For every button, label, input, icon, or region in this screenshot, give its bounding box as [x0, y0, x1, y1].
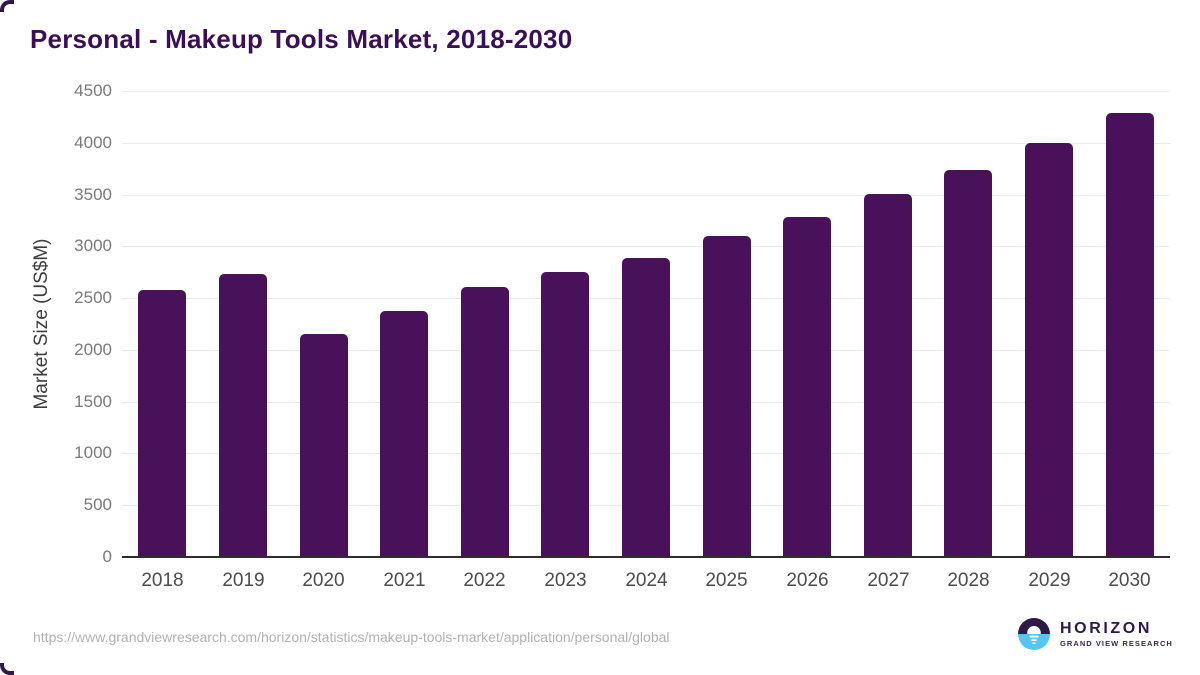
chart-title: Personal - Makeup Tools Market, 2018-203…	[30, 24, 573, 54]
x-tick-label-2029: 2029	[1028, 570, 1071, 591]
gridline-4500	[122, 91, 1170, 92]
bar-2025	[703, 236, 751, 557]
bar-2021	[380, 311, 428, 557]
y-tick-label-4000: 4000	[74, 133, 112, 152]
x-axis-line	[122, 556, 1170, 558]
bar-2026	[783, 217, 831, 557]
frame-corner-bottom-left	[0, 663, 14, 675]
logo-subtitle: GRAND VIEW RESEARCH	[1060, 639, 1173, 648]
bar-2029	[1025, 143, 1073, 557]
bar-2018	[138, 290, 186, 557]
bar-2028	[944, 170, 992, 557]
bar-2024	[622, 258, 670, 557]
y-tick-label-2500: 2500	[74, 288, 112, 307]
source-url: https://www.grandviewresearch.com/horizo…	[33, 629, 670, 645]
logo-name: HORIZON	[1060, 620, 1152, 637]
x-tick-label-2027: 2027	[867, 570, 910, 591]
x-tick-label-2019: 2019	[222, 570, 265, 591]
x-tick-label-2024: 2024	[625, 570, 668, 591]
y-axis-title: Market Size (US$M)	[31, 238, 52, 410]
x-tick-label-2023: 2023	[544, 570, 587, 591]
horizon-sun-icon	[1018, 618, 1050, 650]
bar-2019	[219, 274, 267, 557]
x-tick-label-2025: 2025	[705, 570, 748, 591]
x-tick-label-2022: 2022	[463, 570, 506, 591]
y-tick-label-1000: 1000	[74, 443, 112, 462]
y-tick-label-500: 500	[83, 495, 112, 514]
gridline-3000	[122, 246, 1170, 247]
bar-2027	[864, 194, 912, 557]
y-tick-label-2000: 2000	[74, 340, 112, 359]
frame-corner-top-left	[0, 0, 14, 12]
logo-text: HORIZON GRAND VIEW RESEARCH	[1060, 620, 1173, 648]
y-tick-label-3500: 3500	[74, 185, 112, 204]
bar-2030	[1106, 113, 1154, 557]
bar-2023	[541, 272, 589, 557]
x-tick-label-2021: 2021	[383, 570, 426, 591]
x-tick-label-2026: 2026	[786, 570, 829, 591]
bar-2022	[461, 287, 509, 557]
y-tick-label-3000: 3000	[74, 236, 112, 255]
bar-chart: Market Size (US$M) 0 500 1000 1500 2000 2500 3…	[31, 81, 1170, 591]
horizon-logo: HORIZON GRAND VIEW RESEARCH	[1018, 618, 1173, 650]
x-tick-label-2030: 2030	[1108, 570, 1151, 591]
gridline-4000	[122, 143, 1170, 144]
x-tick-label-2018: 2018	[141, 570, 184, 591]
x-tick-label-2028: 2028	[947, 570, 990, 591]
x-tick-label-2020: 2020	[302, 570, 345, 591]
y-tick-label-0: 0	[102, 547, 112, 566]
y-tick-label-4500: 4500	[74, 81, 112, 100]
bar-2020	[300, 334, 348, 557]
gridline-3500	[122, 195, 1170, 196]
y-tick-label-1500: 1500	[74, 392, 112, 411]
